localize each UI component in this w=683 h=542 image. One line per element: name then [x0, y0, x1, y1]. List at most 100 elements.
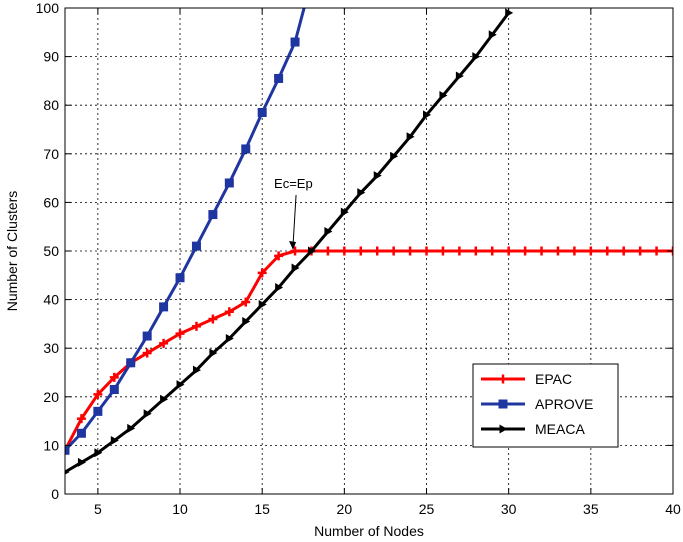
x-tick-label: 35 — [583, 501, 599, 517]
data-point-epac — [159, 338, 169, 348]
x-tick-label: 10 — [172, 501, 188, 517]
data-point-meaca — [307, 246, 316, 256]
y-tick-label: 0 — [51, 486, 59, 502]
data-point-epac — [553, 246, 563, 256]
data-point-epac — [356, 246, 366, 256]
legend-label: APROVE — [535, 396, 593, 412]
series-meaca — [65, 8, 514, 475]
x-tick-label: 20 — [337, 501, 353, 517]
data-point-aprove — [142, 331, 152, 341]
y-axis-title: Number of Clusters — [4, 191, 20, 312]
data-point-epac — [635, 246, 645, 256]
data-point-epac — [504, 246, 514, 256]
series-epac — [65, 246, 673, 455]
y-tick-label: 30 — [43, 340, 59, 356]
x-tick-label: 15 — [254, 501, 270, 517]
legend-item-meaca: MEACA — [481, 421, 585, 437]
y-tick-label: 80 — [43, 97, 59, 113]
data-point-meaca — [472, 52, 481, 62]
data-point-meaca — [373, 171, 382, 181]
data-point-meaca — [324, 227, 333, 237]
x-tick-label: 30 — [501, 501, 517, 517]
y-tick-label: 100 — [36, 0, 60, 16]
data-point-epac — [652, 246, 662, 256]
data-point-aprove — [175, 273, 185, 283]
data-point-epac — [241, 297, 251, 307]
data-point-epac — [602, 246, 612, 256]
legend: EPAC APROVE MEACA — [472, 363, 619, 448]
legend-label: MEACA — [535, 421, 585, 437]
data-point-aprove — [159, 302, 169, 312]
data-point-epac — [76, 414, 86, 424]
data-point-meaca — [390, 151, 399, 161]
data-point-aprove — [257, 107, 267, 117]
data-point-meaca — [127, 423, 136, 433]
data-point-epac — [487, 246, 497, 256]
data-point-aprove — [65, 445, 70, 455]
data-point-aprove — [76, 428, 86, 438]
data-point-meaca — [192, 365, 201, 375]
y-tick-label: 90 — [43, 49, 59, 65]
data-point-aprove — [274, 73, 284, 83]
y-tick-label: 50 — [43, 243, 59, 259]
data-point-epac — [520, 246, 530, 256]
data-point-meaca — [423, 110, 432, 120]
data-point-meaca — [406, 132, 415, 142]
data-point-epac — [191, 321, 201, 331]
data-point-aprove — [126, 358, 136, 368]
legend-marker — [499, 424, 508, 434]
data-point-epac — [208, 314, 218, 324]
annotation-label: Ec=Ep — [274, 176, 313, 191]
data-point-aprove — [208, 210, 218, 220]
data-point-epac — [109, 372, 119, 382]
data-point-epac — [422, 246, 432, 256]
series-line-meaca — [65, 11, 510, 474]
data-point-meaca — [242, 316, 251, 326]
x-tick-label: 5 — [94, 501, 102, 517]
data-point-epac — [586, 246, 596, 256]
data-point-epac — [372, 246, 382, 256]
data-point-meaca — [439, 90, 448, 100]
data-point-meaca — [488, 30, 497, 40]
data-point-epac — [438, 246, 448, 256]
y-tick-label: 60 — [43, 194, 59, 210]
plot-series — [65, 8, 673, 475]
data-point-aprove — [241, 144, 251, 154]
data-point-epac — [290, 246, 300, 256]
data-point-epac — [274, 251, 284, 261]
legend-marker — [498, 399, 508, 409]
data-point-epac — [619, 246, 629, 256]
data-point-epac — [93, 389, 103, 399]
data-point-epac — [224, 307, 234, 317]
legend-item-aprove: APROVE — [481, 396, 593, 412]
data-point-meaca — [340, 207, 349, 217]
data-point-meaca — [143, 409, 152, 419]
data-point-epac — [142, 348, 152, 358]
data-point-epac — [257, 268, 267, 278]
data-point-epac — [454, 246, 464, 256]
data-point-meaca — [225, 333, 234, 343]
data-point-epac — [175, 329, 185, 339]
data-point-epac — [471, 246, 481, 256]
data-point-meaca — [94, 448, 103, 458]
data-point-meaca — [275, 282, 284, 292]
y-tick-label: 70 — [43, 146, 59, 162]
data-point-meaca — [77, 457, 86, 467]
series-line-aprove — [65, 8, 306, 452]
annotation-arrow — [292, 194, 297, 246]
data-point-meaca — [291, 263, 300, 273]
annotation: Ec=Ep — [274, 176, 313, 250]
data-point-aprove — [224, 178, 234, 188]
data-point-meaca — [176, 380, 185, 390]
data-point-epac — [339, 246, 349, 256]
x-tick-label: 40 — [665, 501, 681, 517]
legend-label: EPAC — [535, 371, 572, 387]
data-point-epac — [569, 246, 579, 256]
data-point-epac — [405, 246, 415, 256]
data-point-meaca — [455, 71, 464, 81]
data-point-aprove — [290, 37, 300, 47]
data-point-aprove — [109, 385, 119, 395]
annotation-arrowhead — [289, 241, 297, 250]
y-tick-label: 20 — [43, 389, 59, 405]
legend-item-epac: EPAC — [481, 371, 572, 387]
